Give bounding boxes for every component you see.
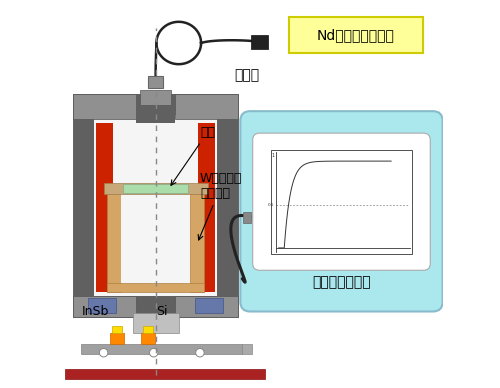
Bar — [73, 94, 136, 119]
Bar — [140, 90, 171, 106]
Bar — [80, 344, 242, 354]
Bar — [271, 150, 412, 254]
Text: 加熱炉: 加熱炉 — [234, 68, 260, 82]
Bar — [175, 296, 238, 317]
Bar — [143, 326, 153, 333]
Bar — [73, 296, 136, 317]
Bar — [141, 333, 155, 344]
Bar — [136, 94, 175, 123]
Bar — [196, 298, 223, 313]
Bar — [190, 184, 204, 292]
Bar — [242, 344, 252, 354]
Bar — [110, 333, 124, 344]
Circle shape — [100, 348, 108, 357]
Bar — [148, 76, 163, 88]
Text: Ndガラスレーザ゚: Ndガラスレーザ゚ — [317, 28, 395, 42]
Text: データ処理装置: データ処理装置 — [312, 275, 371, 289]
Bar — [108, 184, 204, 194]
Bar — [243, 212, 251, 222]
Bar — [198, 123, 216, 292]
Bar — [251, 35, 268, 49]
Text: 0.5: 0.5 — [268, 203, 274, 206]
Bar — [94, 115, 218, 296]
Circle shape — [150, 348, 158, 357]
Text: Si: Si — [156, 305, 167, 318]
Text: 1: 1 — [271, 153, 274, 158]
Text: Wメッシュ
ヒーター: Wメッシュ ヒーター — [198, 172, 242, 240]
Bar — [112, 326, 122, 333]
Bar — [73, 296, 238, 317]
Bar — [123, 184, 188, 193]
Circle shape — [196, 348, 204, 357]
Bar — [65, 369, 266, 379]
Text: InSb: InSb — [82, 305, 110, 318]
Text: 試料: 試料 — [171, 126, 215, 185]
Bar — [121, 194, 190, 282]
FancyBboxPatch shape — [252, 133, 430, 270]
Bar — [88, 298, 116, 313]
Bar — [104, 183, 208, 194]
FancyBboxPatch shape — [240, 111, 442, 312]
Bar — [175, 94, 238, 119]
Bar — [288, 17, 424, 54]
Bar — [73, 94, 238, 317]
Bar — [108, 282, 204, 292]
Bar — [96, 123, 113, 292]
Bar — [73, 94, 238, 119]
Bar — [108, 184, 121, 292]
Bar — [132, 314, 178, 333]
